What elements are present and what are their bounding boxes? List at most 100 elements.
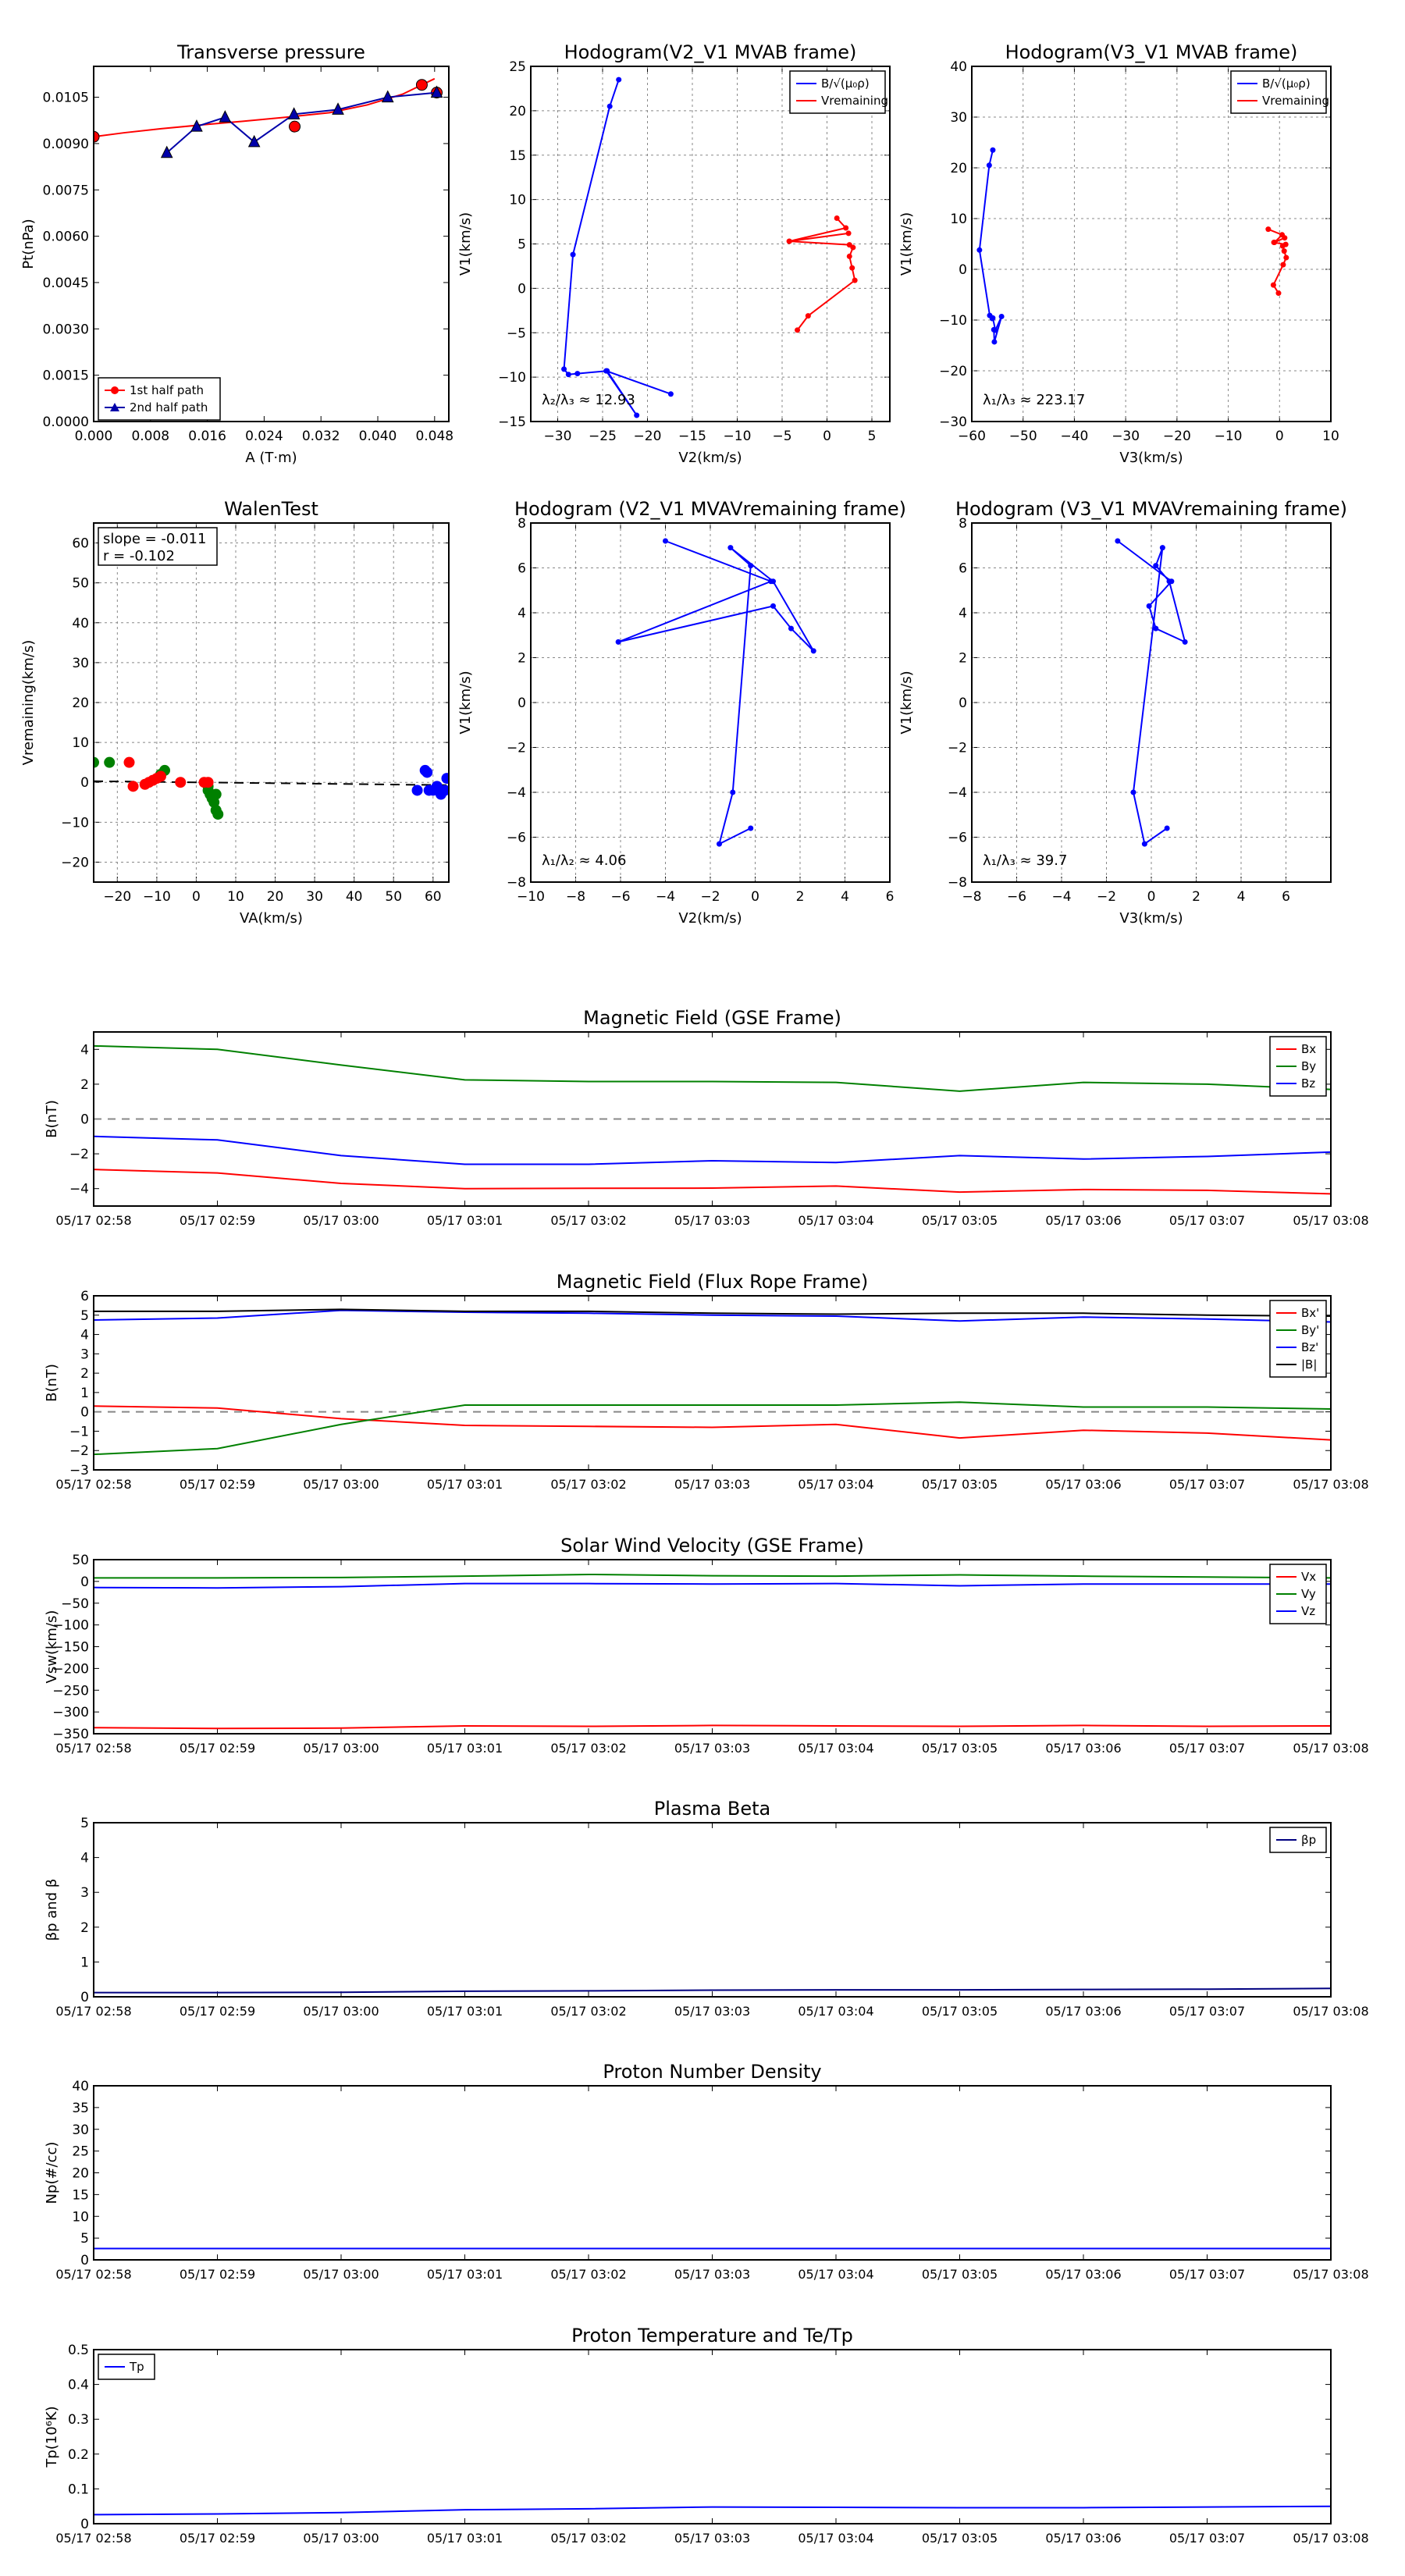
y-tick-label: 10 <box>950 212 967 227</box>
x-tick-label: 05/17 03:01 <box>427 2267 503 2282</box>
x-tick-label: 05/17 03:07 <box>1169 2531 1245 2546</box>
x-tick-label: 05/17 03:06 <box>1045 1477 1121 1492</box>
y-tick-label: 0 <box>80 1574 89 1590</box>
y-axis-label: Np(#/cc) <box>44 2142 60 2204</box>
x-tick-label: 05/17 03:02 <box>550 1477 626 1492</box>
x-axis-label: V3(km/s) <box>1119 450 1183 466</box>
x-tick-label: 05/17 03:08 <box>1293 1213 1368 1228</box>
x-tick-label: 05/17 02:58 <box>55 2531 131 2546</box>
y-tick-label: 25 <box>509 59 526 75</box>
x-tick-label: 05/17 03:00 <box>303 2004 379 2019</box>
plot-area <box>94 1987 1331 1994</box>
y-tick-label: 4 <box>518 606 526 621</box>
y-tick-label: 50 <box>72 576 89 592</box>
chart-h3: Hodogram (V2_V1 MVAVremaining frame) −8 −6… <box>457 498 906 927</box>
x-tick-label: 0.040 <box>359 429 397 444</box>
x-tick-label: 05/17 03:04 <box>798 1477 873 1492</box>
x-tick-label: 05/17 03:07 <box>1169 2267 1245 2282</box>
series-line <box>617 540 815 846</box>
x-tick-label: 05/17 03:04 <box>798 1741 873 1756</box>
y-tick-label: 0 <box>959 696 967 711</box>
y-tick-label: 2 <box>80 1920 89 1936</box>
y-tick-label: −2 <box>948 741 967 756</box>
y-tick-label: 5 <box>80 1816 89 1831</box>
x-tick-label: 05/17 03:00 <box>303 1477 379 1492</box>
y-tick-label: −1 <box>69 1424 89 1439</box>
fit-line <box>94 780 449 786</box>
data-point <box>332 102 344 115</box>
x-tick-label: 05/17 03:02 <box>550 2004 626 2019</box>
y-tick-label: −2 <box>69 1147 89 1162</box>
y-tick-label: 0.0045 <box>43 276 89 291</box>
data-point <box>190 119 203 132</box>
y-tick-label: 10 <box>509 193 526 208</box>
data-point <box>1270 282 1276 288</box>
chart-mffr: Magnetic Field (Flux Rope Frame) −3 −2 −1 0 1… <box>44 1271 1369 1492</box>
data-point <box>998 313 1005 319</box>
y-tick-label: 40 <box>72 2079 89 2094</box>
x-tick-label: 05/17 03:08 <box>1293 1741 1368 1756</box>
x-tick-label: 05/17 03:03 <box>674 1741 750 1756</box>
chart-title: Solar Wind Velocity (GSE Frame) <box>560 1535 864 1557</box>
x-tick-label: 05/17 02:58 <box>55 1741 131 1756</box>
x-tick-label: 05/17 02:59 <box>180 2531 255 2546</box>
plot-area <box>94 2505 1331 2516</box>
data-point <box>1281 248 1287 254</box>
y-tick-label: −150 <box>52 1640 89 1656</box>
plot-area <box>94 756 449 820</box>
x-tick-label: −40 <box>1060 429 1088 444</box>
x-tick-label: 05/17 03:08 <box>1293 2004 1368 2019</box>
y-tick-label: 30 <box>72 656 89 671</box>
x-tick-label: 05/17 03:06 <box>1045 2531 1121 2546</box>
y-tick-label: 2 <box>959 651 967 667</box>
y-axis-label: Vremaining(km/s) <box>20 640 37 766</box>
x-tick-label: 05/17 02:59 <box>180 1477 255 1492</box>
y-axis-label: Tp(10⁶K) <box>44 2406 60 2467</box>
legend-label: Bx' <box>1301 1306 1319 1320</box>
data-point <box>289 120 301 133</box>
legend-box <box>98 2354 155 2380</box>
y-tick-label: 6 <box>518 561 526 577</box>
axes-frame <box>971 522 1332 883</box>
x-tick-label: 05/17 03:04 <box>798 2004 873 2019</box>
data-point <box>852 277 858 283</box>
y-tick-label: 20 <box>950 161 967 176</box>
series-line <box>788 217 856 331</box>
x-tick-label: 0.000 <box>75 429 113 444</box>
series-line <box>166 91 437 154</box>
x-tick-label: −10 <box>1215 429 1243 444</box>
data-point <box>976 247 983 253</box>
data-point <box>606 103 613 109</box>
series-line <box>94 1308 1331 1318</box>
x-tick-label: 0 <box>1147 889 1156 905</box>
y-tick-label: −2 <box>507 741 526 756</box>
y-tick-label: 0 <box>80 1112 89 1128</box>
axes-frame <box>971 66 1332 422</box>
data-point <box>730 789 736 795</box>
x-tick-label: 05/17 03:01 <box>427 1741 503 1756</box>
y-axis-label: βp and β <box>44 1879 60 1941</box>
x-tick-label: −4 <box>656 889 675 905</box>
x-tick-label: 60 <box>425 889 442 905</box>
x-tick-label: −8 <box>566 889 585 905</box>
y-tick-label: −30 <box>939 415 967 430</box>
axes-frame <box>93 1822 1332 1998</box>
data-point <box>104 756 116 768</box>
data-point <box>1182 639 1188 645</box>
x-tick-label: 05/17 03:00 <box>303 1213 379 1228</box>
x-tick-label: 2 <box>796 889 805 905</box>
x-axis-label: V3(km/s) <box>1119 910 1183 927</box>
y-tick-label: 10 <box>72 2209 89 2225</box>
x-axis-label: VA(km/s) <box>240 910 303 927</box>
x-tick-label: 05/17 03:03 <box>674 2004 750 2019</box>
x-tick-label: 05/17 02:58 <box>55 1213 131 1228</box>
y-tick-label: −250 <box>52 1683 89 1699</box>
data-point <box>570 251 576 258</box>
x-tick-label: 40 <box>346 889 363 905</box>
series-line <box>94 2505 1331 2516</box>
legend-box <box>1230 70 1327 114</box>
axes-frame <box>93 522 450 883</box>
data-point <box>663 538 668 544</box>
y-tick-label: −8 <box>948 875 967 891</box>
legend-box <box>789 70 886 114</box>
